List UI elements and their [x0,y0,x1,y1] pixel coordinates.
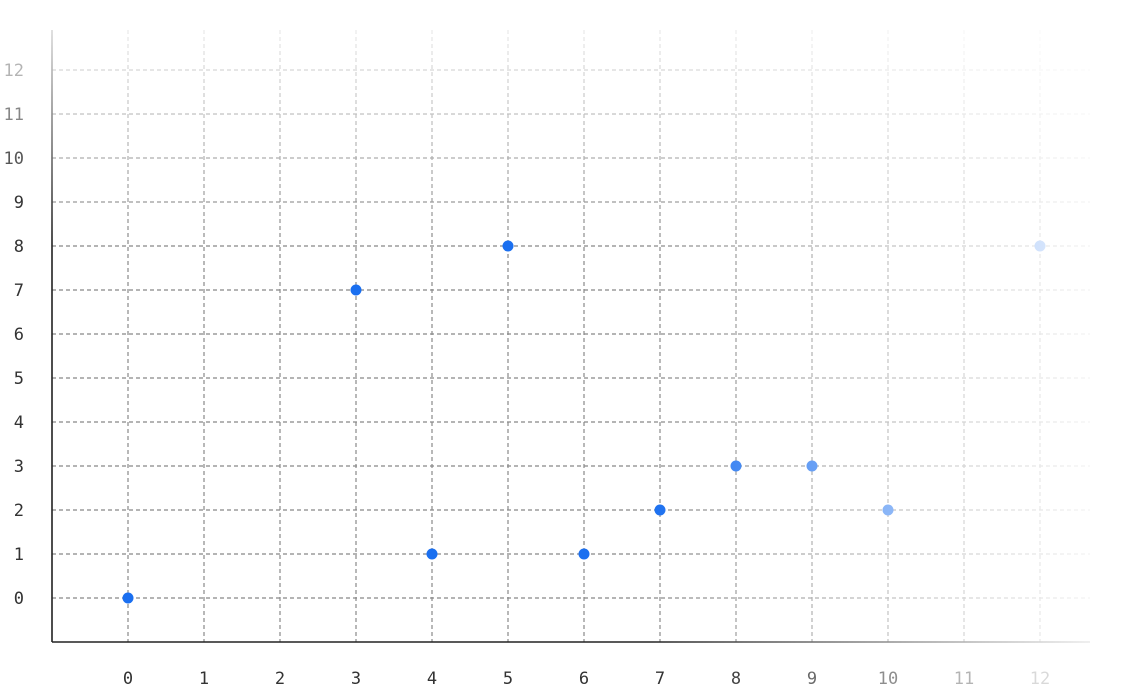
y-tick-label: 10 [4,149,24,169]
x-tick-label: 2 [275,669,285,689]
fade-overlay-top [0,0,1136,642]
y-tick-label: 8 [14,237,24,257]
x-tick-label: 3 [351,669,361,689]
y-tick-label: 2 [14,501,24,521]
x-tick-label: 1 [199,669,209,689]
y-tick-label: 11 [4,105,24,125]
y-tick-label: 4 [14,413,24,433]
x-tick-label: 6 [579,669,589,689]
x-tick-label: 8 [731,669,741,689]
y-tick-label: 7 [14,281,24,301]
y-tick-label: 9 [14,193,24,213]
x-tick-label: 7 [655,669,665,689]
y-tick-label: 5 [14,369,24,389]
x-tick-label: 9 [807,669,817,689]
x-tick-label: 10 [878,669,898,689]
x-tick-label: 12 [1030,669,1050,689]
y-tick-label: 1 [14,545,24,565]
y-tick-label: 0 [14,589,24,609]
x-tick-label: 5 [503,669,513,689]
x-tick-label: 0 [123,669,133,689]
y-tick-label: 12 [4,61,24,81]
x-tick-label: 4 [427,669,437,689]
x-tick-label: 11 [954,669,974,689]
y-tick-label: 3 [14,457,24,477]
y-tick-label: 6 [14,325,24,345]
